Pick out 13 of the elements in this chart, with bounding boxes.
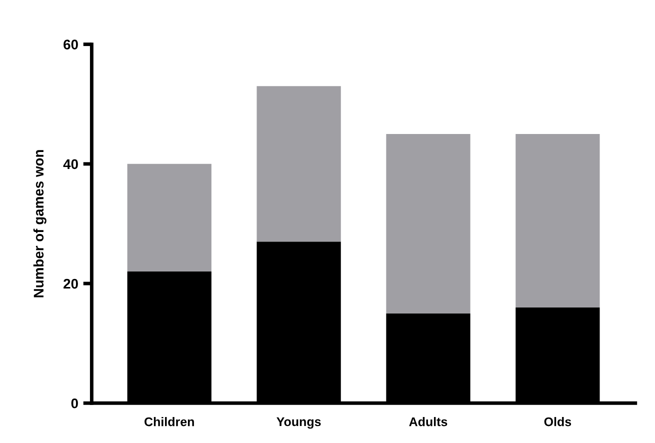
y-axis-title: Number of games won xyxy=(33,150,46,298)
y-tick-label: 20 xyxy=(64,278,78,289)
x-tick-label: Adults xyxy=(409,417,448,426)
x-tick-label: Youngs xyxy=(276,417,321,429)
x-tick-label: Olds xyxy=(544,417,572,426)
bar xyxy=(256,86,341,242)
x-tick-label: Children xyxy=(144,417,194,426)
bar xyxy=(386,134,470,314)
y-tick-label: 60 xyxy=(64,40,78,50)
bar xyxy=(516,134,600,308)
y-tick-label: 40 xyxy=(63,159,78,170)
y-tick-label: 0 xyxy=(71,398,78,408)
bar xyxy=(127,164,212,272)
